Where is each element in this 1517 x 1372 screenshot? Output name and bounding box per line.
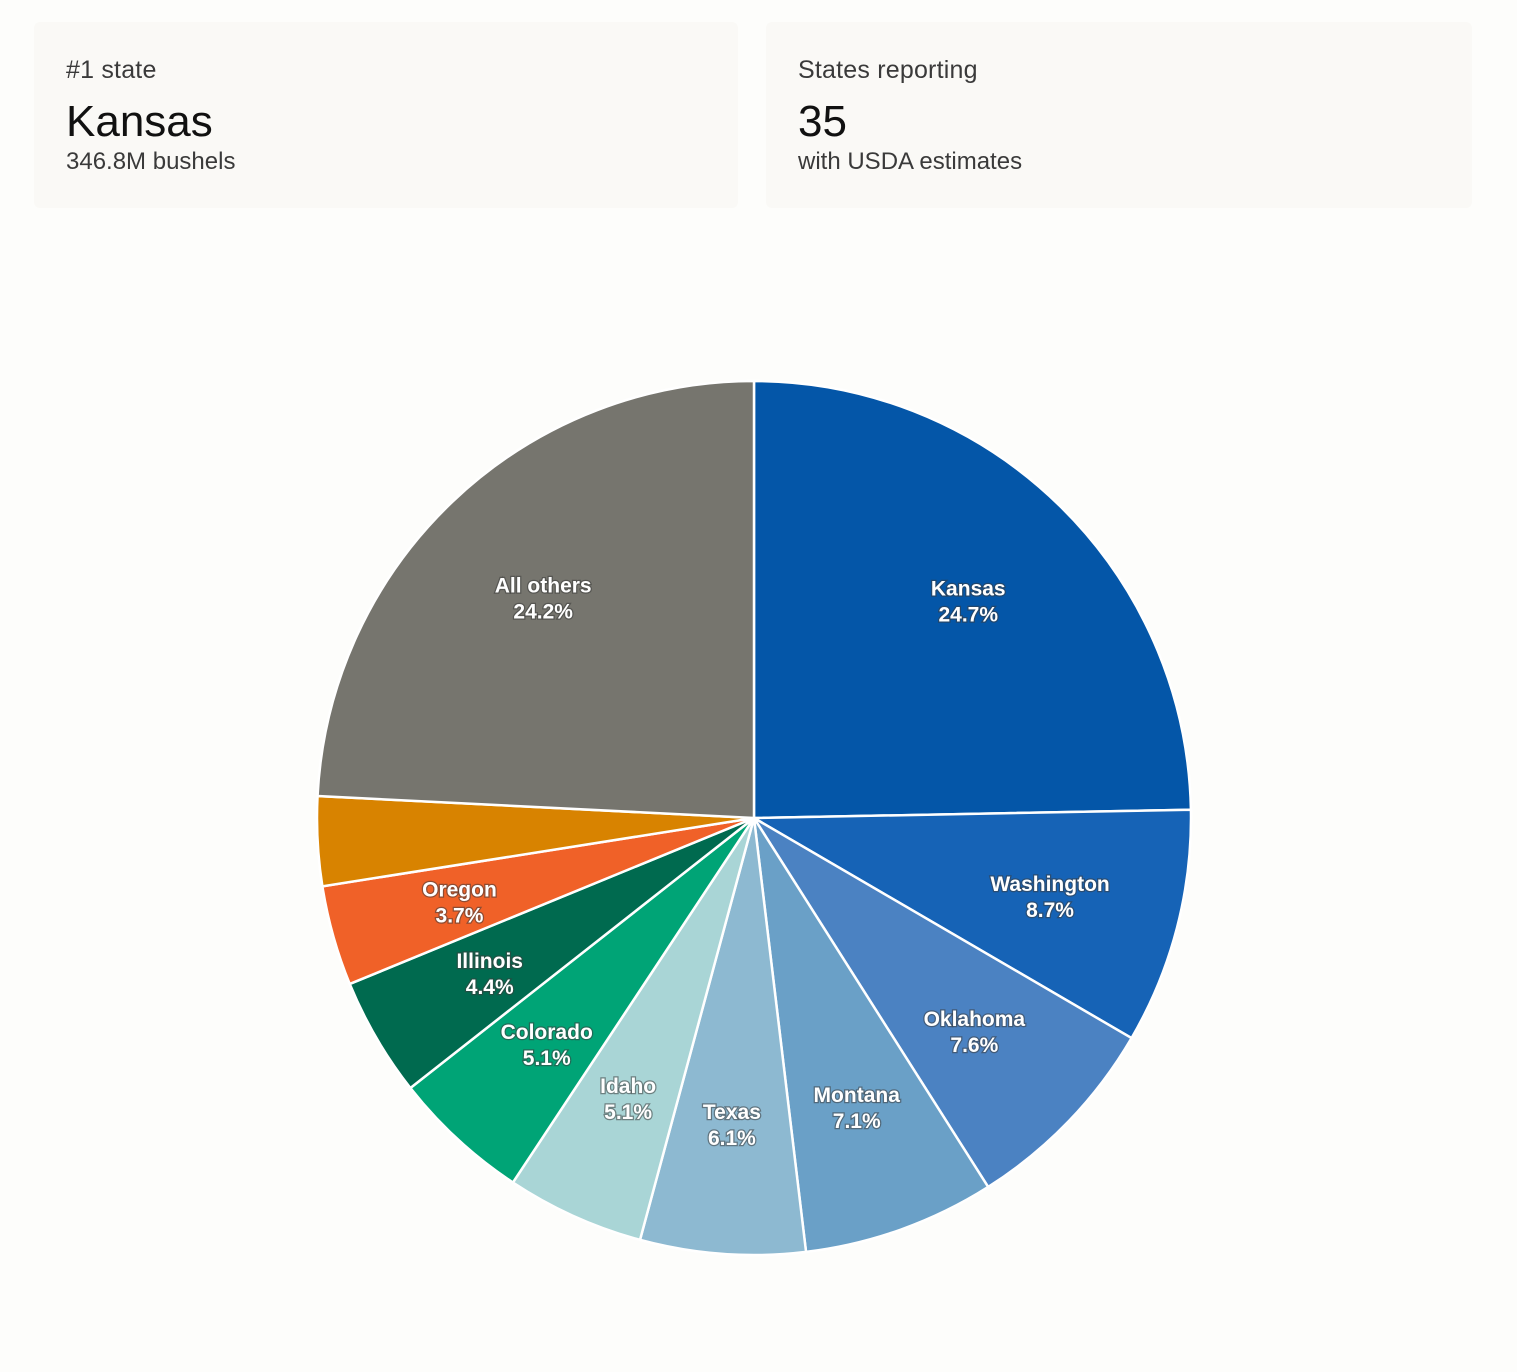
slice-percent: 8.7% [1026, 899, 1074, 922]
top-state-card: #1 state Kansas 346.8M bushels [34, 22, 738, 208]
slice-name: Oklahoma [924, 1008, 1026, 1031]
slice-label-oregon: Oregon 3.7% [422, 879, 497, 928]
slice-name: Colorado [501, 1021, 593, 1044]
slice-label-illinois: Illinois 4.4% [456, 950, 523, 999]
slice-label-texas: Texas 6.1% [703, 1101, 761, 1150]
top-state-sub: 346.8M bushels [66, 148, 236, 175]
pie-slice-washington [749, 808, 1193, 1040]
pie-slice-montana [752, 817, 990, 1254]
states-reporting-sub: with USDA estimates [798, 148, 1023, 175]
states-reporting-value: 35 [798, 97, 847, 146]
slice-label-washington: Washington 8.7% [990, 873, 1109, 922]
slice-label-idaho: Idaho 5.1% [600, 1075, 656, 1124]
slice-label-oklahoma: Oklahoma 7.6% [924, 1008, 1026, 1057]
slice-name: Oregon [422, 879, 497, 902]
states-reporting-card: States reporting 35 with USDA estimates [766, 22, 1472, 208]
pie-slice-colorado [408, 817, 756, 1185]
pie-slice-oklahoma [752, 816, 1134, 1189]
slice-name: All others [495, 574, 592, 597]
slice-percent: 3.7% [436, 905, 484, 928]
slice-percent: 7.6% [950, 1034, 998, 1057]
slice-name: Idaho [600, 1075, 656, 1098]
pie-slice-kansas [752, 379, 1193, 820]
slice-percent: 24.7% [938, 604, 998, 627]
slice-name: Texas [703, 1101, 761, 1124]
pie-slice-idaho [511, 817, 756, 1242]
states-reporting-label: States reporting [798, 56, 978, 84]
slice-name: Montana [814, 1084, 901, 1107]
top-state-value: Kansas [66, 97, 213, 146]
slice-percent: 6.1% [708, 1127, 756, 1150]
slice-percent: 4.4% [466, 976, 514, 999]
pie-slice-all-others [316, 379, 756, 820]
slice-percent: 7.1% [833, 1110, 881, 1133]
pie-slice-texas [638, 817, 808, 1257]
slice-percent: 5.1% [604, 1101, 652, 1124]
pie-labels: Kansas 24.7% Washington 8.7% Oklahoma 7.6% Mon… [421, 573, 1111, 1151]
slice-percent: 24.2% [513, 600, 573, 623]
slice-name: Kansas [931, 578, 1006, 601]
pie-slices [315, 379, 1193, 1257]
slice-name: Illinois [456, 950, 523, 973]
slice-percent: 5.1% [523, 1047, 571, 1070]
slice-label-colorado: Colorado 5.1% [501, 1021, 593, 1070]
slice-label-kansas: Kansas 24.7% [931, 578, 1006, 627]
slice-label-montana: Montana 7.1% [814, 1084, 901, 1133]
slice-label-all-others: All others 24.2% [495, 574, 592, 623]
top-state-label: #1 state [66, 56, 157, 84]
slice-name: Washington [990, 873, 1109, 896]
